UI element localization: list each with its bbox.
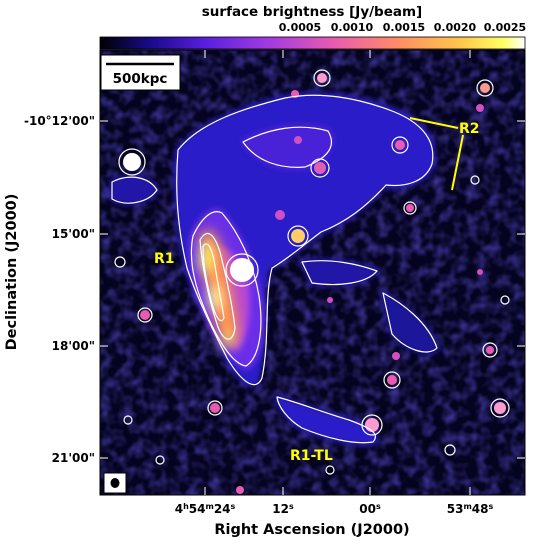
- colorbar-tick-label: 0.0020: [434, 21, 477, 34]
- x-tick-label: 00s: [359, 502, 381, 517]
- colorbar-gradient: [99, 36, 526, 50]
- label-r1: R1: [154, 251, 175, 267]
- colorbar: surface brightness [Jy/beam] 0.0005 0.001…: [99, 4, 526, 50]
- x-tick-label: 12s: [272, 502, 294, 517]
- y-tick-labels: -10°12'00" 15'00" 18'00" 21'00": [24, 114, 95, 465]
- r2-pointer-upper: [409, 117, 459, 129]
- label-r1-tl: R1-TL: [290, 448, 333, 464]
- contours: [111, 69, 510, 475]
- colorbar-ticks: 0.0005 0.0010 0.0015 0.0020 0.0025: [279, 21, 526, 34]
- y-tick-label: 21'00": [52, 451, 95, 465]
- x-tick-label: 4h54m24s: [175, 502, 236, 517]
- y-axis-label: Declination (J2000): [4, 194, 20, 351]
- x-tick-labels: 4h54m24s 12s 00s 53m48s: [175, 502, 494, 517]
- colorbar-tick-label: 0.0015: [383, 21, 425, 34]
- label-r2: R2: [459, 121, 480, 137]
- x-axis-label: Right Ascension (J2000): [214, 522, 409, 538]
- axis-ticks: [100, 50, 525, 495]
- map-frame: [99, 49, 526, 496]
- region-annotations: R1 R2 R1-TL: [154, 117, 480, 464]
- r2-pointer-lower: [451, 134, 464, 191]
- x-tick-label: 53m48s: [447, 502, 494, 517]
- beam-indicator: [103, 472, 127, 494]
- colorbar-tick-label: 0.0005: [279, 21, 321, 34]
- radio-map: R1 R2 R1-TL 500kpc: [100, 50, 525, 495]
- y-tick-label: -10°12'00": [24, 114, 95, 128]
- colorbar-title: surface brightness [Jy/beam]: [202, 4, 422, 20]
- colorbar-tick-label: 0.0025: [484, 21, 526, 34]
- compact-sources: [123, 73, 506, 494]
- y-tick-label: 18'00": [52, 339, 95, 353]
- colorbar-tick-label: 0.0010: [331, 21, 374, 34]
- scale-bar: 500kpc: [100, 54, 181, 91]
- y-tick-label: 15'00": [52, 227, 95, 241]
- scale-bar-label: 500kpc: [113, 71, 168, 87]
